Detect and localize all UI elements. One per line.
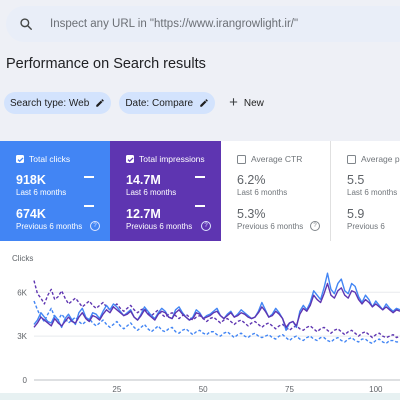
solid-line-legend-icon — [84, 176, 94, 178]
plus-icon: + — [229, 94, 238, 111]
average-ctr-checkbox[interactable]: Average CTR — [237, 153, 330, 165]
x-tick-label: 50 — [199, 385, 208, 394]
checkbox-checked-icon — [126, 155, 134, 163]
performance-chart[interactable]: Clicks 6K 3K 0 25 50 75 100 — [0, 241, 400, 400]
search-type-filter-chip[interactable]: Search type: Web — [4, 92, 112, 114]
metric-compare-value: 12.7M — [126, 207, 161, 221]
bottom-strip — [0, 393, 400, 400]
dashed-line-legend-icon — [195, 205, 205, 207]
total-impressions-checkbox[interactable]: Total impressions — [126, 153, 221, 165]
help-icon[interactable]: ? — [310, 221, 320, 231]
metric-compare-period: Previous 6 months — [126, 222, 193, 231]
metric-compare-period: Previous 6 — [347, 222, 385, 231]
metric-compare-period: Previous 6 months — [16, 222, 83, 231]
help-icon[interactable]: ? — [90, 221, 100, 231]
y-tick-label: 0 — [23, 376, 28, 385]
metric-label: Total impressions — [139, 154, 205, 164]
metric-period: Last 6 months — [16, 188, 67, 197]
date-filter-chip[interactable]: Date: Compare — [119, 92, 216, 114]
search-icon — [16, 14, 36, 34]
metric-label: Average CTR — [251, 154, 303, 164]
metric-compare-period: Previous 6 months — [237, 222, 304, 231]
x-tick-label: 25 — [112, 385, 121, 394]
new-filter-button[interactable]: + New — [229, 94, 264, 111]
metric-compare-value: 674K — [16, 207, 46, 221]
metric-compare-value: 5.3% — [237, 207, 266, 221]
total-clicks-checkbox[interactable]: Total clicks — [16, 153, 110, 165]
metric-label: Total clicks — [29, 154, 71, 164]
metric-period: Last 6 months — [237, 188, 288, 197]
new-filter-label: New — [243, 97, 264, 109]
performance-chart-svg: Clicks 6K 3K 0 25 50 75 100 — [12, 254, 400, 394]
total-clicks-card[interactable]: Total clicks 918K Last 6 months 674K Pre… — [0, 141, 110, 241]
metric-period: Last 6 months — [126, 188, 177, 197]
metric-value: 14.7M — [126, 173, 161, 187]
metric-value: 6.2% — [237, 173, 266, 187]
average-position-card[interactable]: Average po 5.5 Last 6 months 5.9 Previou… — [331, 141, 400, 241]
chip-label: Search type: Web — [10, 97, 90, 109]
y-axis-label: Clicks — [12, 254, 33, 263]
metric-value: 918K — [16, 173, 46, 187]
y-tick-label: 3K — [17, 332, 27, 341]
total-impressions-card[interactable]: Total impressions 14.7M Last 6 months 12… — [110, 141, 221, 241]
page-title: Performance on Search results — [6, 56, 206, 72]
solid-line-legend-icon — [195, 176, 205, 178]
checkbox-checked-icon — [16, 155, 24, 163]
checkbox-unchecked-icon — [237, 154, 246, 164]
metric-label: Average po — [361, 154, 400, 164]
url-inspection-input[interactable] — [48, 17, 382, 31]
x-tick-label: 100 — [369, 385, 383, 394]
x-tick-label: 75 — [285, 385, 294, 394]
previous-period-line — [33, 300, 400, 345]
url-inspection-bar[interactable] — [6, 6, 400, 42]
help-icon[interactable]: ? — [201, 221, 211, 231]
y-tick-label: 6K — [17, 288, 27, 297]
edit-pencil-icon — [200, 99, 208, 107]
metric-cards: Total clicks 918K Last 6 months 674K Pre… — [0, 141, 400, 241]
dashed-line-legend-icon — [84, 205, 94, 207]
chip-label: Date: Compare — [125, 97, 194, 109]
filter-bar: Search type: Web Date: Compare + New — [4, 92, 264, 114]
average-position-checkbox[interactable]: Average po — [347, 153, 400, 165]
current-period-line — [33, 282, 400, 329]
average-ctr-card[interactable]: Average CTR 6.2% Last 6 months 5.3% Prev… — [221, 141, 331, 241]
previous-period-line — [33, 280, 400, 339]
metric-period: Last 6 months — [347, 188, 398, 197]
checkbox-unchecked-icon — [347, 154, 356, 164]
current-period-line — [33, 272, 400, 331]
metric-compare-value: 5.9 — [347, 207, 365, 221]
metric-value: 5.5 — [347, 173, 365, 187]
edit-pencil-icon — [96, 99, 105, 107]
